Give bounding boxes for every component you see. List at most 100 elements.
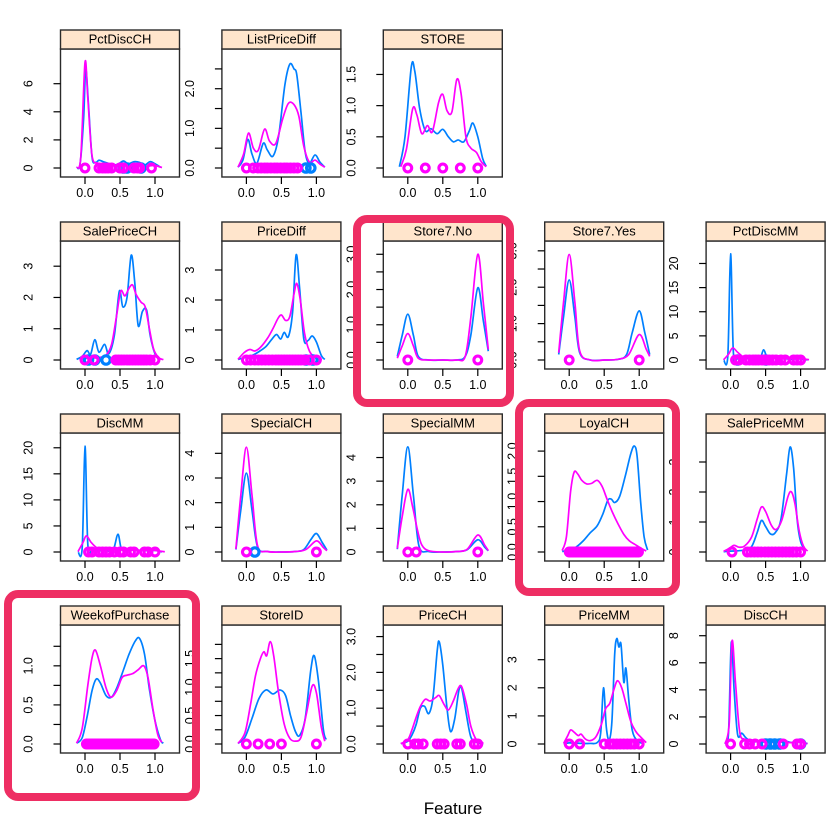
- x-axis-title: Feature: [423, 799, 483, 818]
- y-tick-label: 0.0: [183, 159, 197, 176]
- rug-point-blue: [773, 738, 786, 750]
- panel-area: [382, 240, 503, 370]
- density-curve-magenta: [723, 490, 809, 553]
- y-tick-label: 4: [667, 686, 681, 693]
- rug-point-magenta: [144, 354, 156, 366]
- x-tick-label: 1.0: [792, 378, 809, 392]
- x-tick-label: 1.0: [469, 186, 486, 200]
- rug-point-magenta: [128, 546, 140, 558]
- y-tick-label: 2.0: [344, 664, 358, 681]
- y-tick-label: 15: [667, 281, 681, 295]
- y-tick-label: 0.5: [344, 128, 358, 145]
- y-tick-label: 0: [183, 356, 197, 363]
- x-tick-label: 0.0: [722, 762, 739, 776]
- rug-point-magenta: [310, 546, 322, 558]
- rug-point-magenta: [790, 546, 802, 558]
- panel-area: [382, 624, 503, 754]
- rug-point-magenta: [412, 738, 424, 750]
- density-curve-magenta: [237, 640, 326, 744]
- rug-point-magenta: [402, 354, 414, 366]
- rug-point-magenta: [240, 546, 252, 558]
- panel-area: [221, 240, 342, 370]
- panel-strip: [705, 413, 826, 434]
- rug-point-magenta: [739, 738, 751, 750]
- density-curve-blue: [400, 640, 484, 745]
- panel-title: Store7.No: [414, 224, 473, 239]
- y-tick-label: 2: [22, 136, 36, 143]
- rug-point-magenta: [472, 738, 484, 750]
- panel-content: [237, 640, 328, 750]
- panel-area: [705, 240, 826, 370]
- rug-point-magenta: [79, 162, 91, 174]
- y-tick-label: 2.0: [183, 80, 197, 97]
- rug-point-magenta: [252, 738, 264, 750]
- panel-area: [59, 240, 181, 370]
- density-curve-blue: [237, 253, 326, 361]
- y-tick-label: 0: [344, 548, 358, 555]
- density-curve-blue: [237, 654, 328, 745]
- panel-STORE: 0.0 0.5 1.0 1.5 0.0 0.5 1.0 STORE: [344, 29, 503, 200]
- rug-point-magenta: [775, 354, 787, 366]
- x-tick-label: 1.0: [631, 570, 648, 584]
- panel-DiscMM: 0 5 10 15 20 0.0 0.5 1.0 DiscMM: [22, 413, 181, 584]
- y-tick-label: 2: [506, 684, 520, 691]
- x-tick-label: 0.0: [399, 762, 416, 776]
- rug-point-magenta: [118, 162, 129, 174]
- x-tick-label: 1.0: [792, 570, 809, 584]
- x-tick-label: 1.0: [631, 762, 648, 776]
- rug-point-magenta: [88, 354, 100, 366]
- x-tick-label: 0.5: [596, 762, 613, 776]
- panel-title: SalePriceCH: [83, 224, 157, 239]
- panel-strip: [544, 413, 665, 434]
- y-tick-label: 3: [183, 474, 197, 481]
- panel-content: [557, 253, 651, 366]
- panel-PriceMM: 0 1 2 3 0.0 0.5 1.0 PriceMM: [506, 605, 665, 776]
- x-tick-label: 0.0: [399, 186, 416, 200]
- panel-title: PriceCH: [419, 608, 467, 623]
- panel-title: PctDiscCH: [89, 32, 152, 47]
- x-tick-label: 1.0: [146, 762, 163, 776]
- y-tick-label: 4: [344, 454, 358, 461]
- y-tick-label: 0: [183, 548, 197, 555]
- rug-point-magenta: [310, 354, 322, 366]
- y-tick-label: 0: [667, 356, 681, 363]
- panel-strip: [221, 29, 342, 50]
- panel-content: [400, 640, 484, 750]
- rug-point-magenta: [148, 738, 160, 750]
- rug-point-magenta: [472, 354, 484, 366]
- density-curve-magenta: [557, 253, 651, 362]
- y-tick-label: 0.0: [344, 735, 358, 752]
- panel-content: [724, 639, 808, 750]
- panel-content: [75, 59, 163, 174]
- rug-point-magenta: [777, 738, 789, 750]
- y-tick-label: 1.0: [183, 120, 197, 137]
- rug-point-magenta: [402, 162, 414, 174]
- y-tick-label: 3: [183, 266, 197, 273]
- x-tick-label: 0.0: [238, 186, 255, 200]
- y-tick-label: 20: [667, 256, 681, 270]
- x-tick-label: 0.5: [111, 570, 128, 584]
- x-tick-label: 0.5: [273, 378, 290, 392]
- panel-content: [237, 253, 326, 366]
- x-tick-label: 0.5: [273, 186, 290, 200]
- density-curve-blue: [562, 445, 649, 553]
- x-tick-label: 1.0: [469, 570, 486, 584]
- y-tick-label: 5: [22, 522, 36, 529]
- x-tick-label: 0.5: [111, 186, 128, 200]
- y-tick-label: 2: [667, 713, 681, 720]
- rug-point-magenta: [240, 738, 252, 750]
- panel-strip: [221, 221, 342, 242]
- y-tick-label: 1: [183, 326, 197, 333]
- panel-title: ListPriceDiff: [247, 32, 317, 47]
- panel-area: [59, 48, 181, 178]
- x-tick-label: 0.5: [596, 570, 613, 584]
- rug-point-magenta: [725, 738, 737, 750]
- x-tick-label: 0.5: [434, 570, 451, 584]
- x-tick-label: 0.5: [111, 762, 128, 776]
- rug-point-magenta: [104, 546, 115, 558]
- panel-title: SpecialMM: [411, 416, 475, 431]
- y-tick-label: 3: [506, 656, 520, 663]
